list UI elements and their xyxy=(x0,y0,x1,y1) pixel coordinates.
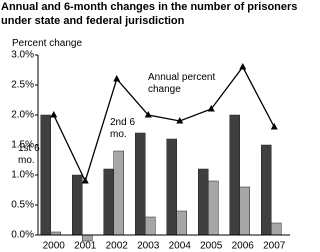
series-label: 2nd 6 mo. xyxy=(110,117,136,140)
bar xyxy=(208,180,219,236)
chart-title: Annual and 6-month changes in the number… xyxy=(1,1,298,27)
bar xyxy=(176,210,187,236)
line-marker xyxy=(270,123,278,130)
x-tick-label: 2002 xyxy=(106,241,129,252)
line-marker xyxy=(50,111,58,118)
bar xyxy=(113,150,124,236)
line-marker xyxy=(239,63,247,70)
bar xyxy=(145,216,156,236)
y-axis-label: Percent change xyxy=(12,38,83,49)
bar xyxy=(261,144,272,236)
x-tick-label: 2003 xyxy=(137,241,160,252)
y-tick-label: 1.5% xyxy=(11,140,34,151)
line-marker xyxy=(113,75,121,82)
bar xyxy=(166,138,177,236)
bar xyxy=(40,114,51,236)
y-tick-label: 0.0% xyxy=(11,230,34,241)
bar xyxy=(135,132,146,236)
bar xyxy=(103,168,114,236)
bar xyxy=(271,222,282,236)
y-tick-label: 2.5% xyxy=(11,80,34,91)
chart-container: 0.0% 0.5% 1.0% 1.5% 2.0% 2.5% 3.0% 2000 2001 2002… xyxy=(1,1,298,252)
y-tick-label: 0.5% xyxy=(11,200,34,211)
series-label: Annual percent change xyxy=(148,72,216,95)
x-tick-label: 2000 xyxy=(43,241,66,252)
y-tick-label: 2.0% xyxy=(11,110,34,121)
y-tick-label: 3.0% xyxy=(11,50,34,61)
line-marker xyxy=(81,177,89,184)
x-tick-label: 2005 xyxy=(200,241,223,252)
line-marker xyxy=(207,105,215,112)
x-tick-label: 2007 xyxy=(263,241,286,252)
y-tick-label: 1.0% xyxy=(11,170,34,181)
bar xyxy=(72,174,83,236)
line xyxy=(53,65,275,183)
x-tick-label: 2006 xyxy=(232,241,255,252)
series-label: 1st 6 mo. xyxy=(18,143,40,166)
bar xyxy=(229,114,240,236)
x-tick-label: 2004 xyxy=(169,241,192,252)
bar xyxy=(198,168,209,236)
line-marker xyxy=(176,117,184,124)
chart: 0.0% 0.5% 1.0% 1.5% 2.0% 2.5% 3.0% 2000 2001 2002… xyxy=(11,50,290,252)
line-marker xyxy=(144,111,152,118)
x-tick-label: 2001 xyxy=(74,241,97,252)
bar xyxy=(239,186,250,236)
